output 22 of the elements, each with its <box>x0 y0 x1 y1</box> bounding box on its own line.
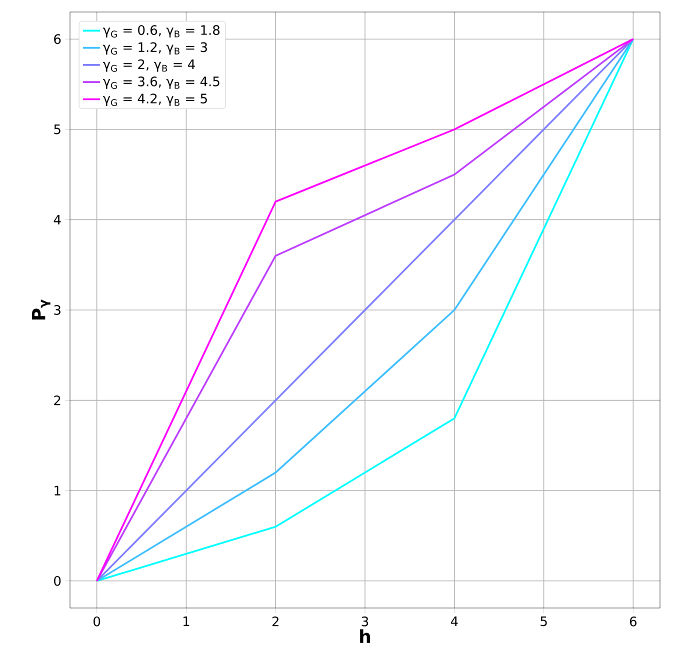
x-axis-title: h <box>360 629 370 643</box>
x-tick-label: 3 <box>362 616 368 626</box>
y-tick-label: 0 <box>54 576 61 586</box>
y-tick-label: 3 <box>54 305 60 315</box>
legend-label: γ$_{G}$ = 0.6, γ$_{B}$ = 1.8 <box>103 25 220 38</box>
y-tick-label: 6 <box>54 34 61 44</box>
legend-label: γ$_{G}$ = 4.2, γ$_{B}$ = 5 <box>103 94 207 106</box>
y-axis-title: P$_{γ}$ <box>32 300 50 320</box>
y-tick-label: 2 <box>54 395 60 406</box>
x-tick-label: 0 <box>94 616 100 626</box>
x-tick-label: 2 <box>272 616 278 626</box>
x-tick-label: 4 <box>450 616 458 626</box>
x-tick-label: 1 <box>184 616 190 626</box>
line-series <box>96 38 634 582</box>
legend-label: γ$_{G}$ = 1.2, γ$_{B}$ = 3 <box>103 42 207 55</box>
x-tick-label: 5 <box>540 616 547 626</box>
x-tick-label: 6 <box>630 616 636 626</box>
y-tick-label: 5 <box>54 124 60 134</box>
legend-label: γ$_{G}$ = 3.6, γ$_{B}$ = 4.5 <box>103 76 220 89</box>
y-tick-label: 4 <box>54 214 61 224</box>
legend-label: γ$_{G}$ = 2, γ$_{B}$ = 4 <box>103 59 195 72</box>
y-tick-label: 1 <box>54 486 60 496</box>
